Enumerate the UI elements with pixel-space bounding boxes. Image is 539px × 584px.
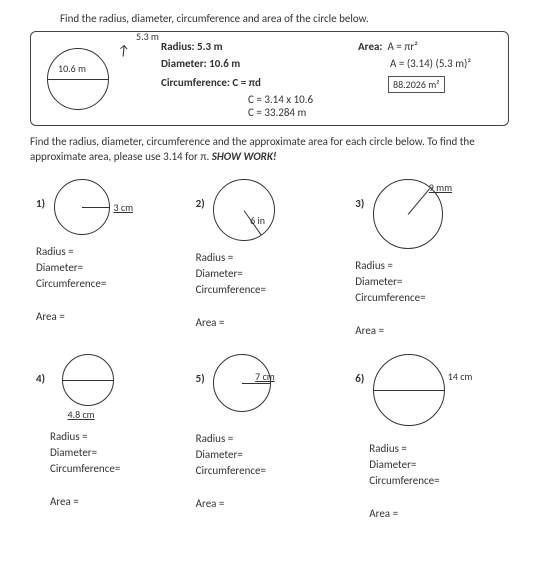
area-prompt: Area = [196,497,344,510]
circle-wrap: 3 cm [54,179,110,235]
example-circle-wrap: 5.3 m ↗ 10.6 m [41,40,161,119]
circle [373,179,443,249]
problem-1: 1) 3 cm Radius = Diameter= Circumference… [30,175,190,350]
problem-6: 6) 14 cm Radius = Diameter= Circumferenc… [349,350,509,533]
problem-2: 2) 6 in Radius = Diameter= Circumference… [190,175,350,350]
circle [373,354,445,426]
radius-line [407,188,430,215]
example-diameter-text: Diameter: 10.6 m [161,57,358,70]
problems-grid: 1) 3 cm Radius = Diameter= Circumference… [30,175,509,533]
properties: Radius = Diameter= Circumference= Area = [355,259,503,337]
example-right: Area: A = πr² A = (3.14) (5.3 m)² 88.202… [358,40,498,119]
circle [62,354,114,406]
example-area-f2: A = (3.14) (5.3 m)² [390,57,498,70]
problem-4: 4) 4.8 cm Radius = Diameter= Circumferen… [30,350,190,533]
circle-wrap: 4.8 cm [62,354,114,406]
circumference-prompt: Circumference= [355,291,503,304]
radius-prompt: Radius = [196,251,344,264]
properties: Radius = Diameter= Circumference= Area = [369,442,503,520]
example-radius-label: 5.3 m [136,30,159,43]
circumference-prompt: Circumference= [36,277,184,290]
example-area-head: Area: A = πr² [358,40,498,53]
problem-number: 5) [196,372,205,385]
problem-number: 3) [355,197,364,210]
diameter-prompt: Diameter= [36,261,184,274]
measure-label: 3 cm [114,201,134,214]
top-instruction: Find the radius, diameter, circumference… [60,12,509,25]
problem-5: 5) 7 cm Radius = Diameter= Circumference… [190,350,350,533]
example-circle: 10.6 m [47,48,109,110]
area-prompt: Area = [50,495,184,508]
area-prompt: Area = [36,310,184,323]
example-circ-3: C = 33.284 m [248,106,358,119]
diameter-prompt: Diameter= [369,458,503,471]
circle-wrap: 6 in [213,179,275,241]
example-radius-text: Radius: 5.3 m [161,40,358,53]
example-middle: Radius: 5.3 m Diameter: 10.6 m Circumfer… [161,40,358,119]
measure-label: 4.8 cm [68,408,95,421]
example-circ-2: C = 3.14 x 10.6 [248,93,358,106]
measure-label: 14 cm [448,370,473,383]
measure-label: 7 cm [255,370,275,383]
example-diameter-label: 10.6 m [58,62,86,75]
area-prompt: Area = [196,316,344,329]
diameter-prompt: Diameter= [355,275,503,288]
example-circ-head: Circumference: C = πd [161,76,358,89]
circumference-prompt: Circumference= [50,462,184,475]
circle-wrap: 14 cm [373,354,445,426]
radius-prompt: Radius = [369,442,503,455]
measure-label: 6 in [250,214,265,227]
problem-number: 2) [196,197,205,210]
radius-line [242,383,270,384]
properties: Radius = Diameter= Circumference= Area = [196,432,344,510]
problem-number: 4) [36,372,45,385]
properties: Radius = Diameter= Circumference= Area = [196,251,344,329]
circle: 6 in [213,179,275,241]
problem-number: 1) [36,197,45,210]
radius-prompt: Radius = [36,245,184,258]
circle-wrap: 7 cm [213,354,271,412]
example-diameter-line [48,79,108,80]
diameter-line [374,390,444,391]
problem-3: 3) 9 mm Radius = Diameter= Circumference… [349,175,509,350]
circle [54,179,110,235]
area-prompt: Area = [355,324,503,337]
circle-wrap: 9 mm [373,179,443,249]
circumference-prompt: Circumference= [369,474,503,487]
diameter-prompt: Diameter= [50,446,184,459]
properties: Radius = Diameter= Circumference= Area = [50,430,184,508]
radius-prompt: Radius = [355,259,503,272]
example-area-answer: 88.2026 m² [388,76,445,93]
main-instruction: Find the radius, diameter, circumference… [30,134,509,165]
radius-prompt: Radius = [50,430,184,443]
diameter-prompt: Diameter= [196,448,344,461]
radius-prompt: Radius = [196,432,344,445]
circle [213,354,271,412]
problem-number: 6) [355,372,364,385]
area-prompt: Area = [369,507,503,520]
diameter-prompt: Diameter= [196,267,344,280]
arrow-icon: ↗ [114,40,134,61]
diameter-line [63,380,113,381]
properties: Radius = Diameter= Circumference= Area = [36,245,184,323]
radius-line [82,207,109,208]
circumference-prompt: Circumference= [196,464,344,477]
example-box: 5.3 m ↗ 10.6 m Radius: 5.3 m Diameter: 1… [30,31,509,126]
circumference-prompt: Circumference= [196,283,344,296]
